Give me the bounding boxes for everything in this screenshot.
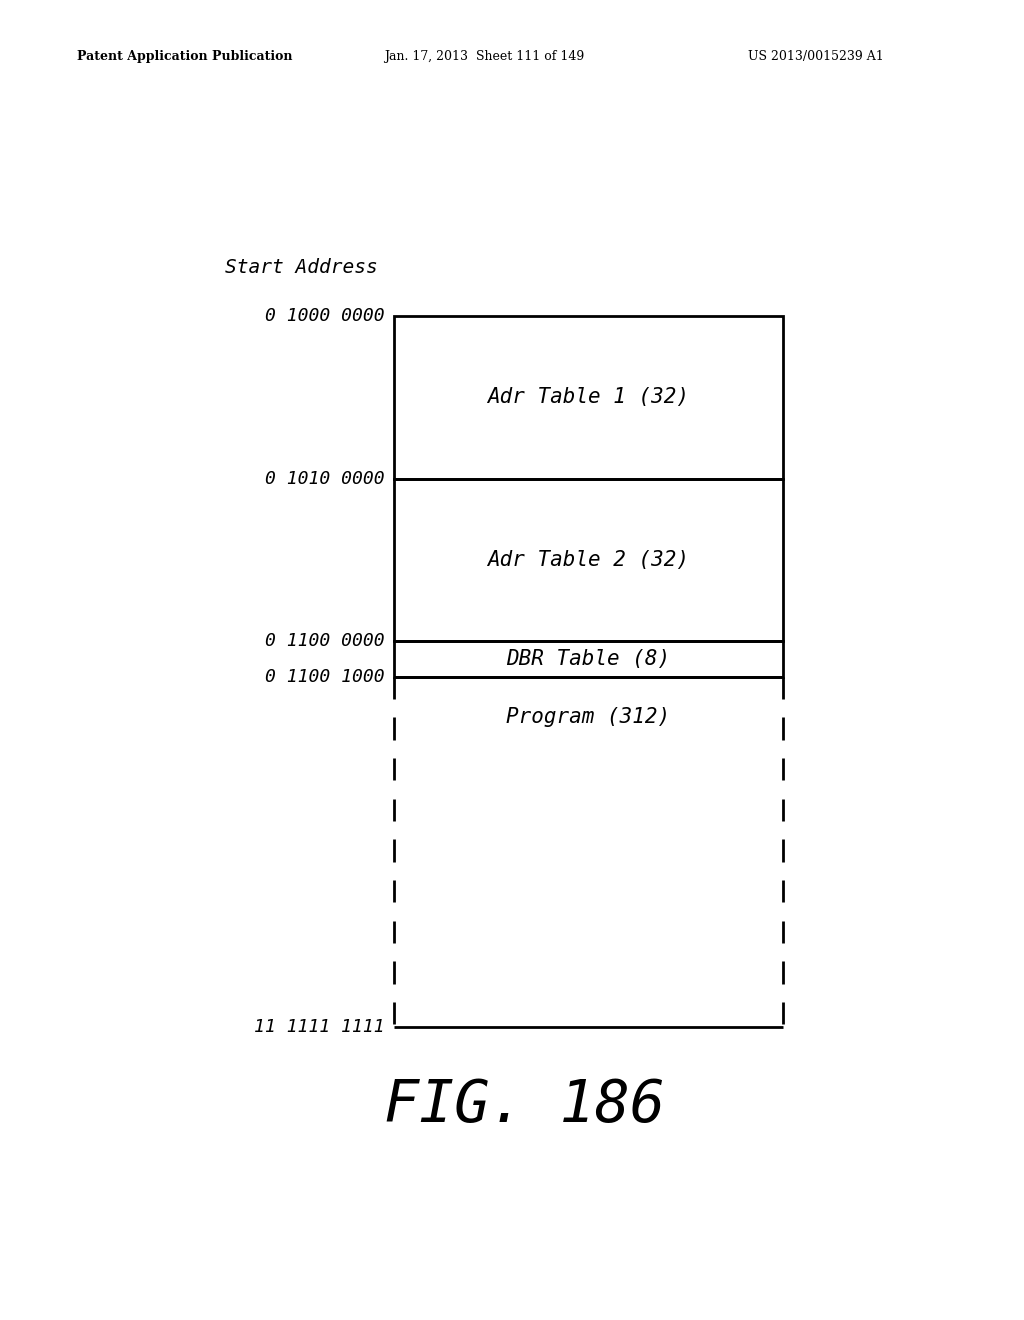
Text: FIG. 186: FIG. 186 bbox=[384, 1077, 666, 1134]
Text: US 2013/0015239 A1: US 2013/0015239 A1 bbox=[748, 50, 884, 63]
Bar bbox=[394, 479, 782, 642]
Text: Jan. 17, 2013  Sheet 111 of 149: Jan. 17, 2013 Sheet 111 of 149 bbox=[384, 50, 585, 63]
Text: Start Address: Start Address bbox=[225, 259, 378, 277]
Text: 0 1100 0000: 0 1100 0000 bbox=[265, 632, 384, 651]
Text: Adr Table 2 (32): Adr Table 2 (32) bbox=[487, 550, 689, 570]
Text: 11 1111 1111: 11 1111 1111 bbox=[254, 1019, 384, 1036]
Text: 0 1100 1000: 0 1100 1000 bbox=[265, 668, 384, 686]
Text: Patent Application Publication: Patent Application Publication bbox=[77, 50, 292, 63]
Text: 0 1000 0000: 0 1000 0000 bbox=[265, 308, 384, 325]
Bar bbox=[394, 315, 782, 479]
Bar bbox=[394, 642, 782, 677]
Text: Program (312): Program (312) bbox=[506, 708, 671, 727]
Text: Adr Table 1 (32): Adr Table 1 (32) bbox=[487, 387, 689, 408]
Text: 0 1010 0000: 0 1010 0000 bbox=[265, 470, 384, 487]
Text: DBR Table (8): DBR Table (8) bbox=[506, 649, 671, 669]
